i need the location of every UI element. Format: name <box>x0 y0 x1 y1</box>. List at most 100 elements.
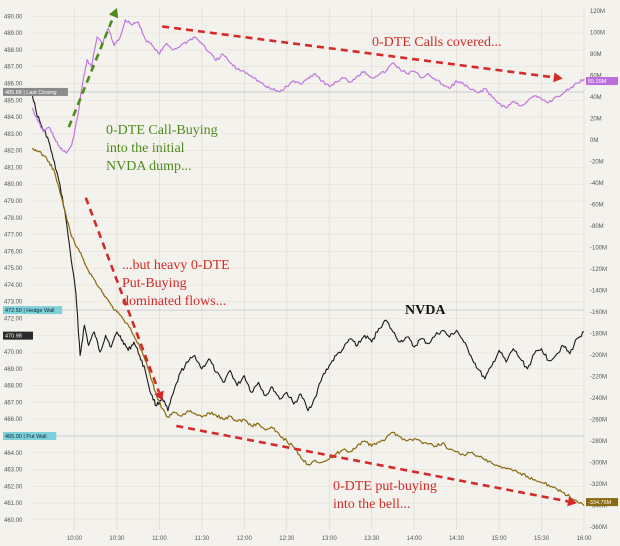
left-tick-label: 466.00 <box>4 417 23 423</box>
left-tick-label: 489.00 <box>4 31 23 37</box>
right-tick-label: -180M <box>590 331 607 337</box>
left-tick-label: 461.00 <box>4 501 23 507</box>
x-tick-label: 10:30 <box>109 536 125 542</box>
grid <box>32 8 585 530</box>
left-tag-label: 465.00 | Put Wall <box>5 434 47 440</box>
plot-background <box>32 0 584 530</box>
x-tick-label: 15:00 <box>492 536 508 542</box>
arrow-shaft <box>176 424 569 503</box>
right-tick-label: -80M <box>590 224 604 230</box>
right-tick-label: -160M <box>590 310 607 316</box>
left-tag-box <box>3 331 33 340</box>
left-tag-label: 485.88 | Last Closing <box>5 90 57 96</box>
right-tick-label: -140M <box>590 288 607 294</box>
right-tick-label: -240M <box>590 396 607 402</box>
left-axis: 490.00 489.00 488.00 487.00 486.00 485.00 484.… <box>4 14 23 524</box>
annotation-text: dominated flows... <box>122 294 226 309</box>
x-tick-label: 16:00 <box>576 536 592 542</box>
x-tick-label: 14:00 <box>407 536 423 542</box>
left-tick-label: 469.00 <box>4 367 23 373</box>
left-tick-label: 485.00 <box>4 98 23 104</box>
left-tick-label: 487.00 <box>4 65 23 71</box>
annotation-text: into the initial <box>106 141 185 156</box>
arrow-head <box>108 8 119 19</box>
right-tag-box <box>586 77 618 86</box>
left-tick-label: 462.00 <box>4 484 23 490</box>
arrows <box>67 8 577 507</box>
left-tick-label: 480.00 <box>4 182 23 188</box>
arrow-shaft <box>162 25 555 79</box>
left-tag-box <box>3 306 63 315</box>
right-tag-label: -334.76M <box>588 500 612 506</box>
right-tick-label: 60M <box>590 74 602 80</box>
annotations: 0-DTE Call-Buying into the initial NVDA du… <box>106 35 501 512</box>
left-tick-label: 490.00 <box>4 14 23 20</box>
right-tick-label: -220M <box>590 374 607 380</box>
annotation-text: 0-DTE Calls covered... <box>372 35 501 50</box>
series-line <box>32 148 585 506</box>
right-tick-label: 100M <box>590 31 605 37</box>
left-tag-label: 472.50 | Hedge Wall <box>5 308 55 314</box>
annotation-text: into the bell... <box>333 497 410 512</box>
arrow-head <box>154 390 164 401</box>
reference-lines <box>32 91 584 437</box>
annotation-text: 0-DTE Call-Buying <box>106 123 218 138</box>
left-tick-label: 484.00 <box>4 115 23 121</box>
left-tick-label: 464.00 <box>4 451 23 457</box>
right-tick-label: 120M <box>590 9 605 15</box>
right-tick-label: -340M <box>590 503 607 509</box>
x-tick-label: 11:00 <box>152 536 167 542</box>
x-tick-label: 10:00 <box>67 536 83 542</box>
x-tick-label: 12:30 <box>279 536 295 542</box>
left-tag-box <box>3 432 57 441</box>
left-tick-label: 468.00 <box>4 384 23 390</box>
left-tick-label: 475.00 <box>4 266 23 272</box>
right-tick-label: -280M <box>590 439 607 445</box>
right-axis: 120M 100M 80M 60M 40M 20M 0M -20M -40M -60M -80M -1… <box>590 9 607 531</box>
left-tick-label: 472.00 <box>4 317 23 323</box>
left-tick-label: 488.00 <box>4 48 23 54</box>
left-tick-label: 476.00 <box>4 249 23 255</box>
left-tick-label: 481.00 <box>4 165 23 171</box>
left-tag-box <box>3 87 68 96</box>
annotation-text: NVDA <box>405 303 446 318</box>
left-tick-label: 483.00 <box>4 132 23 138</box>
left-tick-label: 486.00 <box>4 82 23 88</box>
left-tick-label: 463.00 <box>4 468 23 474</box>
series-line <box>31 91 584 412</box>
right-tick-label: 0M <box>590 138 598 144</box>
left-tag-label: 470.98 <box>5 334 22 340</box>
annotation-text: Put-Buying <box>122 276 187 291</box>
x-tick-label: 13:30 <box>364 536 380 542</box>
x-tick-label: 13:00 <box>322 536 338 542</box>
left-tick-label: 467.00 <box>4 400 23 406</box>
right-tick-label: -100M <box>590 246 607 252</box>
arrow-head <box>553 72 563 83</box>
x-tick-label: 14:30 <box>449 536 465 542</box>
left-tick-label: 478.00 <box>4 216 23 222</box>
right-tag-label: 55.39M <box>588 79 607 85</box>
left-tick-label: 473.00 <box>4 300 23 306</box>
annotation-text: ...but heavy 0-DTE <box>122 258 230 273</box>
right-tick-label: -60M <box>590 203 604 209</box>
x-tick-label: 11:30 <box>195 536 210 542</box>
right-tick-label: 80M <box>590 52 602 58</box>
annotation-text: 0-DTE put-buying <box>333 479 437 494</box>
right-tick-label: -200M <box>590 353 607 359</box>
arrow-head <box>567 496 577 507</box>
arrow-shaft <box>67 15 115 128</box>
left-tick-label: 479.00 <box>4 199 23 205</box>
right-tick-label: 40M <box>590 95 602 101</box>
arrow-shaft <box>84 197 161 393</box>
value-tags: 485.88 | Last Closing 472.50 | Hedge Wall… <box>3 77 618 507</box>
right-tick-label: -40M <box>590 181 604 187</box>
right-tag-box <box>586 498 618 507</box>
right-tick-label: 20M <box>590 117 602 123</box>
left-tick-label: 474.00 <box>4 283 23 289</box>
left-tick-label: 482.00 <box>4 149 23 155</box>
left-tick-label: 460.00 <box>4 518 23 524</box>
x-tick-label: 15:30 <box>534 536 550 542</box>
annotation-text: NVDA dump... <box>106 159 192 174</box>
x-axis: 10:00 10:30 11:00 11:30 12:00 12:30 13:00 13:30… <box>67 536 592 542</box>
